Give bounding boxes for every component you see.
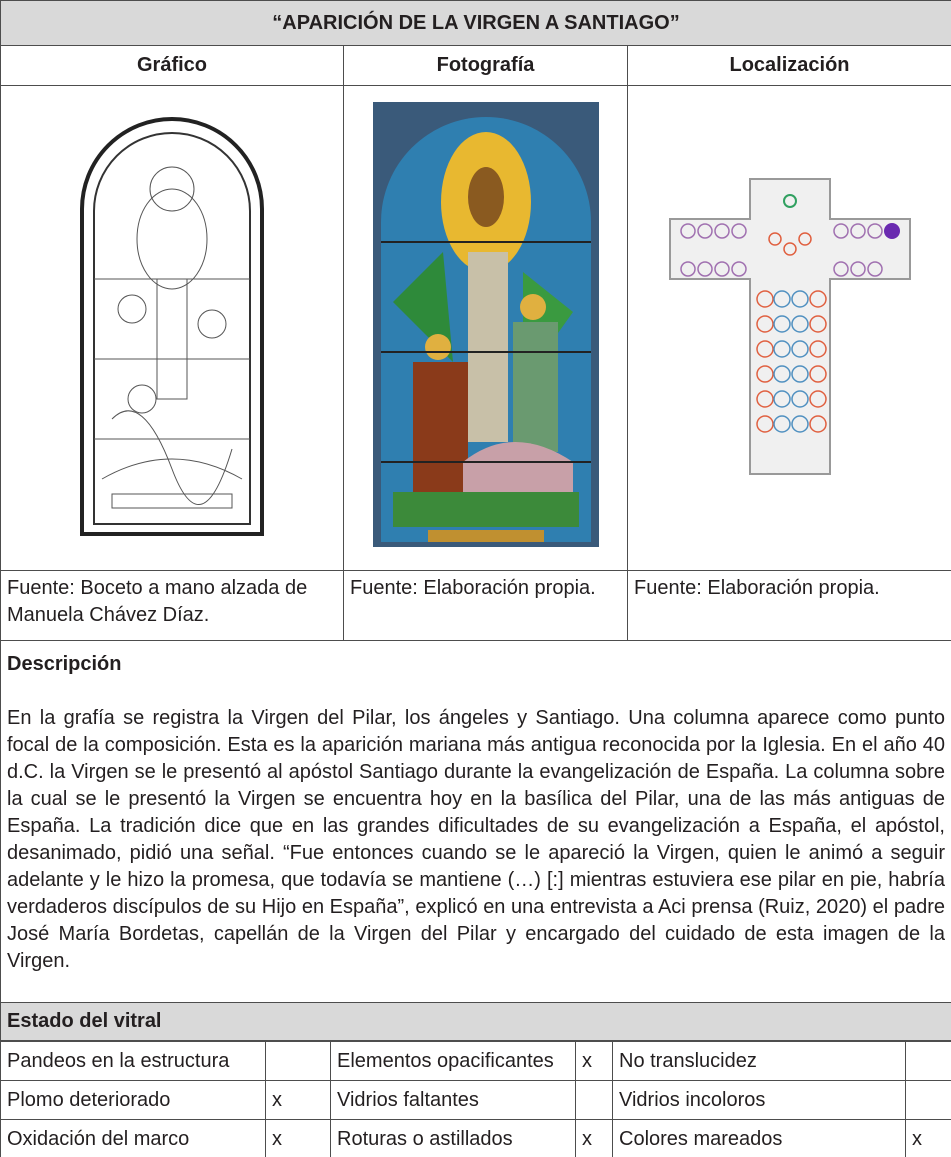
state-mark: x [575,1119,613,1157]
state-mark [905,1041,951,1081]
state-mark [575,1080,613,1120]
column-header: Localización [627,45,951,86]
state-table: Pandeos en la estructura Elementos opacif… [0,1041,951,1157]
source-note: Fuente: Elaboración propia. [343,570,628,641]
state-item: Roturas o astillados [330,1119,576,1157]
state-item: Vidrios incoloros [612,1080,906,1120]
source-note: Fuente: Elaboración propia. [627,570,951,641]
sketch-image [80,117,264,536]
description-cell: Descripción En la grafía se registra la … [0,640,951,1003]
state-row: Oxidación del marco x Roturas o astillados… [0,1119,951,1157]
description-text: En la grafía se registra la Virgen del P… [7,707,945,972]
table-title: “APARICIÓN DE LA VIRGEN A SANTIAGO” [0,0,951,46]
floor-plan [668,178,911,475]
location-cell [627,85,951,571]
photo-cell [343,85,628,571]
state-item: Vidrios faltantes [330,1080,576,1120]
state-mark [905,1080,951,1120]
state-row: Pandeos en la estructura Elementos opacif… [0,1041,951,1081]
state-item: Oxidación del marco [0,1119,266,1157]
state-item: Colores mareados [612,1119,906,1157]
state-mark: x [575,1041,613,1081]
column-header: Fotografía [343,45,628,86]
state-item: Elementos opacificantes [330,1041,576,1081]
state-item: Pandeos en la estructura [0,1041,266,1081]
state-mark [265,1041,331,1081]
state-mark: x [265,1119,331,1157]
description-heading: Descripción [7,653,122,675]
source-note: Fuente: Boceto a mano alzada de Manuela … [0,570,344,641]
state-mark: x [905,1119,951,1157]
state-row: Plomo deteriorado x Vidrios faltantes Vidri… [0,1080,951,1120]
state-item: No translucidez [612,1041,906,1081]
record-table: “APARICIÓN DE LA VIRGEN A SANTIAGO” Gráf… [0,0,951,1041]
state-item: Plomo deteriorado [0,1080,266,1120]
sketch-cell [0,85,344,571]
column-header: Gráfico [0,45,344,86]
state-mark: x [265,1080,331,1120]
stained-glass-photo [372,101,599,547]
state-heading: Estado del vitral [0,1002,951,1041]
